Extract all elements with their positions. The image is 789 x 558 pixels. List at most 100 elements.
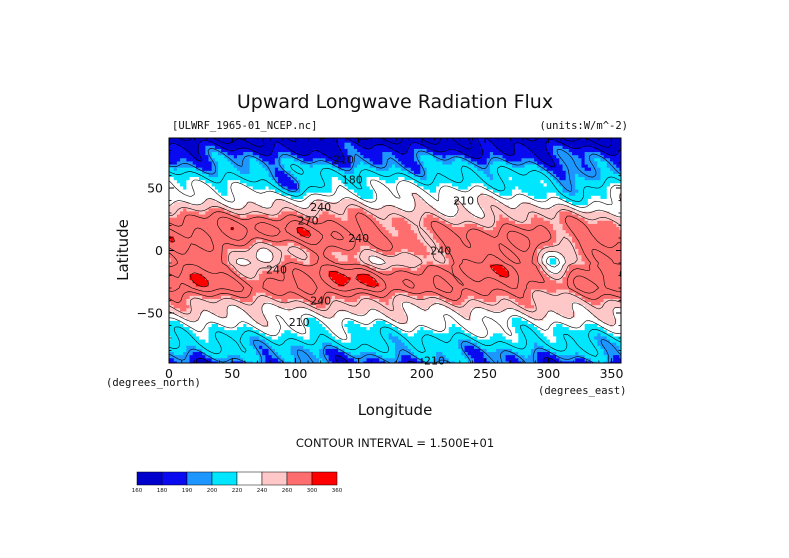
heatmap-cell xyxy=(388,152,393,156)
heatmap-cell xyxy=(208,195,213,200)
heatmap-cell xyxy=(575,198,579,203)
heatmap-cell xyxy=(594,161,598,166)
heatmap-cell xyxy=(455,198,459,203)
heatmap-cell xyxy=(559,220,564,225)
heatmap-cell xyxy=(366,145,371,150)
heatmap-cell xyxy=(486,139,491,144)
heatmap-cell xyxy=(442,189,447,194)
heatmap-cell xyxy=(395,217,399,222)
heatmap-cell xyxy=(562,170,567,175)
heatmap-cell xyxy=(556,145,560,150)
heatmap-cell xyxy=(540,177,545,181)
heatmap-cell xyxy=(199,208,203,213)
heatmap-cell xyxy=(549,155,554,159)
heatmap-cell xyxy=(559,167,564,172)
heatmap-cell xyxy=(445,195,450,200)
heatmap-cell xyxy=(572,180,576,184)
heatmap-cell xyxy=(259,217,263,222)
heatmap-cell xyxy=(224,177,229,181)
heatmap-cell xyxy=(619,214,621,219)
heatmap-cell xyxy=(423,148,428,153)
heatmap-cell xyxy=(227,161,232,166)
heatmap-cell xyxy=(568,148,573,153)
heatmap-cell xyxy=(322,155,327,159)
heatmap-cell xyxy=(268,198,273,203)
heatmap-cell xyxy=(499,148,504,153)
heatmap-cell xyxy=(376,220,380,225)
heatmap-cell xyxy=(436,220,440,225)
heatmap-cell xyxy=(474,186,478,191)
heatmap-cell xyxy=(271,211,276,216)
heatmap-cell xyxy=(572,217,576,222)
heatmap-cell xyxy=(451,183,456,188)
heatmap-cell xyxy=(590,148,595,153)
heatmap-cell xyxy=(524,145,529,150)
heatmap-cell xyxy=(252,195,257,200)
heatmap-cell xyxy=(401,217,406,222)
heatmap-cell xyxy=(587,161,592,166)
heatmap-cell xyxy=(524,170,529,175)
heatmap-cell xyxy=(360,164,364,169)
heatmap-cell xyxy=(524,148,529,153)
heatmap-cell xyxy=(540,170,545,175)
heatmap-cell xyxy=(170,220,175,225)
heatmap-cell xyxy=(293,205,298,209)
heatmap-cell xyxy=(603,167,608,172)
heatmap-cell xyxy=(600,180,605,184)
heatmap-cell xyxy=(489,180,494,184)
heatmap-cell xyxy=(224,161,229,166)
heatmap-cell xyxy=(565,217,570,222)
heatmap-cell xyxy=(221,161,225,166)
heatmap-cell xyxy=(290,177,295,181)
heatmap-cell xyxy=(278,189,282,194)
heatmap-cell xyxy=(467,195,472,200)
heatmap-cell xyxy=(474,208,478,213)
heatmap-cell xyxy=(303,202,308,206)
heatmap-cell xyxy=(527,217,532,222)
heatmap-cell xyxy=(429,192,434,197)
heatmap-cell xyxy=(505,164,510,169)
heatmap-cell xyxy=(575,145,579,150)
heatmap-cell xyxy=(208,173,213,178)
heatmap-cell xyxy=(233,145,238,150)
heatmap-cell xyxy=(565,173,570,178)
heatmap-cell xyxy=(540,161,545,166)
heatmap-cell xyxy=(451,211,456,216)
heatmap-cell xyxy=(230,205,235,209)
heatmap-cell xyxy=(278,198,282,203)
heatmap-cell xyxy=(429,170,434,175)
heatmap-cell xyxy=(208,145,213,150)
heatmap-cell xyxy=(543,138,548,141)
heatmap-cell xyxy=(334,164,339,169)
heatmap-cell xyxy=(464,155,469,159)
heatmap-cell xyxy=(202,155,206,159)
heatmap-cell xyxy=(388,183,393,188)
heatmap-cell xyxy=(268,158,273,163)
heatmap-cell xyxy=(227,217,232,222)
heatmap-cell xyxy=(186,173,191,178)
heatmap-cell xyxy=(262,177,266,181)
heatmap-cell xyxy=(439,205,444,209)
heatmap-cell xyxy=(470,208,475,213)
heatmap-cell xyxy=(597,148,602,153)
heatmap-cell xyxy=(404,211,409,216)
heatmap-cell xyxy=(540,173,545,178)
heatmap-cell xyxy=(281,173,285,178)
heatmap-cell xyxy=(432,161,437,166)
heatmap-cell xyxy=(549,208,554,213)
heatmap-cell xyxy=(451,198,456,203)
heatmap-cell xyxy=(350,161,355,166)
heatmap-cell xyxy=(350,138,355,141)
heatmap-cell xyxy=(328,183,333,188)
heatmap-cell xyxy=(180,223,184,228)
heatmap-cell xyxy=(464,170,469,175)
heatmap-cell xyxy=(410,148,415,153)
heatmap-cell xyxy=(575,152,579,156)
heatmap-cell xyxy=(341,183,346,188)
heatmap-cell xyxy=(448,164,453,169)
heatmap-cell xyxy=(391,152,396,156)
heatmap-cell xyxy=(297,177,301,181)
heatmap-cell xyxy=(300,208,304,213)
heatmap-cell xyxy=(432,145,437,150)
heatmap-cell xyxy=(319,158,323,163)
